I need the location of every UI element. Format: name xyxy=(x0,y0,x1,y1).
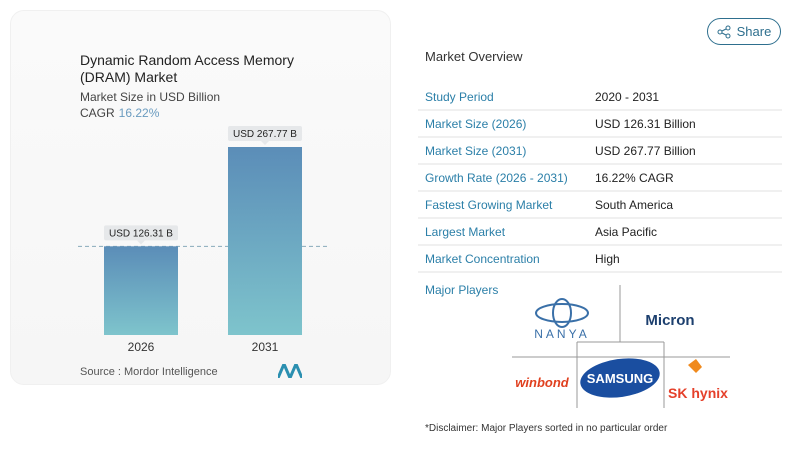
chart-card xyxy=(10,10,391,385)
cagr-value: 16.22% xyxy=(118,106,160,120)
overview-value: Asia Pacific xyxy=(595,224,658,239)
chart-subtitle: Market Size in USD Billion xyxy=(80,90,221,104)
overview-value: USD 126.31 Billion xyxy=(595,116,696,131)
source: Source : Mordor Intelligence xyxy=(80,366,218,378)
data-label-pointer xyxy=(261,141,269,145)
bar-2031 xyxy=(228,147,302,335)
overview-table: Study Period 2020 - 2031 Market Size (2026… xyxy=(418,84,782,273)
share-button[interactable]: Share xyxy=(707,18,781,45)
chart-title: Dynamic Random Access Memory (DRAM) Mark… xyxy=(80,52,294,85)
sk-hynix-logo: SK hynix xyxy=(668,359,728,401)
overview-row: Market Size (2031) USD 267.77 Billion xyxy=(418,138,782,165)
svg-text:SK hynix: SK hynix xyxy=(668,385,728,401)
x-tick-label: 2026 xyxy=(128,340,155,354)
bar-chart: USD 126.31 B 2026 USD 267.77 B 2031 xyxy=(78,126,328,354)
data-label-pointer xyxy=(137,240,145,245)
samsung-logo: SAMSUNG xyxy=(580,358,660,398)
share-icon xyxy=(717,25,731,38)
svg-text:NANYA: NANYA xyxy=(534,327,589,341)
data-label-bg xyxy=(228,126,302,141)
overview-key: Market Size (2026) xyxy=(425,116,527,131)
winbond-logo: winbond xyxy=(515,375,569,390)
overview-key: Fastest Growing Market xyxy=(425,197,553,212)
micron-logo: Micron xyxy=(645,312,694,329)
overview-row: Market Size (2026) USD 126.31 Billion xyxy=(418,111,782,138)
major-players-logos: NANYA Micron winbond SAMSUNG SK hynix xyxy=(512,285,730,408)
overview-value: USD 267.77 Billion xyxy=(595,143,696,158)
overview-key: Market Concentration xyxy=(425,251,540,266)
cagr: CAGR 16.22% xyxy=(80,106,159,120)
nanya-logo: NANYA xyxy=(534,298,589,341)
mordor-logo-icon xyxy=(278,364,302,378)
overview-row: Study Period 2020 - 2031 xyxy=(418,84,782,111)
data-label: USD 126.31 B xyxy=(109,228,173,239)
overview-key: Market Size (2031) xyxy=(425,143,527,158)
overview-row: Largest Market Asia Pacific xyxy=(418,219,782,246)
overview-key: Growth Rate (2026 - 2031) xyxy=(425,170,568,185)
overview-key: Largest Market xyxy=(425,224,506,239)
overview-row: Market Concentration High xyxy=(418,246,782,273)
bar-2026 xyxy=(104,246,178,335)
cagr-label: CAGR xyxy=(80,106,115,120)
share-label: Share xyxy=(736,24,772,39)
disclaimer: *Disclaimer: Major Players sorted in no … xyxy=(425,423,668,434)
x-tick-label: 2031 xyxy=(252,340,279,354)
overview-key: Study Period xyxy=(425,89,494,104)
overview-row: Growth Rate (2026 - 2031) 16.22% CAGR xyxy=(418,165,782,192)
svg-text:SAMSUNG: SAMSUNG xyxy=(587,371,653,386)
data-label: USD 267.77 B xyxy=(233,129,297,140)
overview-value: 16.22% CAGR xyxy=(595,170,674,185)
overview-value: High xyxy=(595,251,620,266)
overview-value: 2020 - 2031 xyxy=(595,89,660,104)
major-players-title: Major Players xyxy=(425,283,499,297)
overview-title: Market Overview xyxy=(425,49,523,64)
overview-row: Fastest Growing Market South America xyxy=(418,192,782,219)
data-label-bg xyxy=(104,225,178,241)
overview-value: South America xyxy=(595,197,674,212)
